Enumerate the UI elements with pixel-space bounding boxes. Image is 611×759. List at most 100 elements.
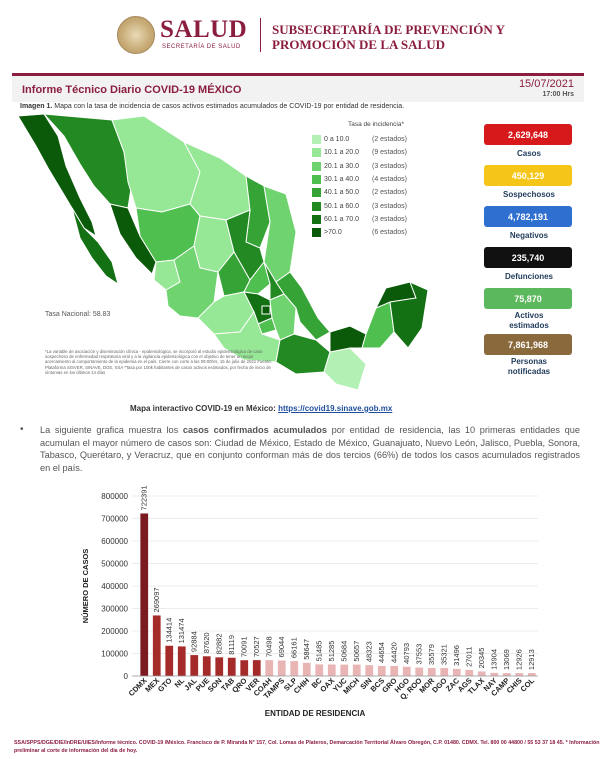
report-time: 17:00 Hrs [542, 91, 574, 98]
bar [477, 671, 486, 676]
bar [265, 660, 274, 676]
map-legend: Tasa de incidencia* 0 a 10.0 (2 estados) 1… [312, 121, 422, 239]
cases-bar-chart: 0 100000 200000 300000 400000 500000 600000 700… [81, 485, 538, 718]
map-link-label: Mapa interactivo COVID-19 en México: [130, 404, 276, 413]
data-label: 70498 [265, 636, 274, 657]
map-region-qroo [389, 281, 429, 349]
bar [465, 669, 474, 676]
stat-label: Negativos [509, 231, 549, 240]
report-title: Informe Técnico Diario COVID-19 MÉXICO [22, 84, 242, 96]
legend-range: 0 a 10.0 [324, 136, 350, 144]
map-link-line: Mapa interactivo COVID-19 en México: htt… [130, 404, 392, 413]
map-region-bc [17, 113, 97, 238]
legend-row: 20.1 a 30.0 (3 estados) [312, 160, 422, 173]
data-label: 58647 [302, 639, 311, 660]
y-tick-label: 200000 [101, 627, 128, 636]
legend-row: 40.1 a 50.0 (2 estados) [312, 186, 422, 199]
stat-value: 2,629,648 [484, 124, 572, 145]
legend-swatch [312, 161, 321, 171]
bar [165, 645, 174, 676]
map-notes: *La variable de asociación y diseminació… [45, 349, 272, 375]
brand-name: SALUD [160, 16, 248, 43]
report-date: 15/07/2021 [518, 78, 574, 90]
legend-row: 30.1 a 40.0 (4 estados) [312, 173, 422, 186]
bullet-dot: • [20, 424, 24, 435]
y-tick-label: 600000 [101, 537, 128, 546]
map-region-camp [361, 301, 395, 349]
y-tick-label: 0 [124, 672, 129, 681]
bar [177, 646, 186, 676]
bar [240, 660, 249, 676]
data-label: 27011 [465, 647, 474, 667]
legend-swatch [312, 175, 321, 185]
legend-range: 20.1 a 30.0 [324, 162, 360, 170]
bar [202, 656, 211, 676]
legend-title: Tasa de incidencia* [348, 121, 405, 128]
legend-count: (6 estados) [372, 229, 408, 237]
stat-label: Defunciones [504, 272, 553, 281]
data-label: 51285 [327, 641, 336, 662]
map-link-url[interactable]: https://covid19.sinave.gob.mx [278, 404, 393, 413]
data-label: 70527 [252, 636, 261, 657]
data-label: 50657 [352, 641, 361, 662]
stat-value: 450,129 [484, 165, 572, 186]
legend-swatch [312, 135, 321, 145]
legend-row: >70.0 (6 estados) [312, 226, 422, 239]
stat-value: 7,861,968 [484, 334, 572, 355]
map-region-cdmx [261, 305, 271, 315]
data-label: 40793 [402, 643, 411, 664]
map-region-tamps [263, 185, 297, 283]
legend-range: 50.1 a 60.0 [324, 202, 360, 210]
map-region-qro [243, 260, 271, 295]
bar [340, 664, 349, 676]
legend-range: 30.1 a 40.0 [324, 176, 360, 184]
map-region-bcs [71, 207, 119, 286]
bar [527, 673, 536, 676]
bar [365, 665, 374, 676]
data-label: 69044 [277, 637, 286, 658]
bar [327, 664, 336, 676]
x-tick-label: COL [519, 676, 537, 694]
data-label: 50684 [340, 641, 349, 662]
y-tick-label: 500000 [101, 560, 128, 569]
y-tick-label: 300000 [101, 605, 128, 614]
data-label: 87620 [202, 632, 211, 653]
bar [390, 666, 399, 676]
legend-swatch [312, 201, 321, 211]
data-label: 13069 [502, 649, 511, 670]
data-label: 722391 [140, 485, 149, 510]
legend-count: (2 estados) [372, 189, 408, 197]
legend-swatch [312, 148, 321, 158]
caption-label: Imagen 1. [20, 103, 53, 110]
bar [377, 665, 386, 676]
bar [215, 657, 224, 676]
x-tick-label: GTO [156, 676, 174, 694]
stat-value: 75,870 [484, 288, 572, 309]
map-region-ver [275, 271, 331, 341]
bar [452, 668, 461, 676]
data-label: 20345 [477, 648, 486, 669]
paragraph-pre: La siguiente grafica muestra los [40, 425, 183, 435]
bar [440, 668, 449, 676]
map-region-tab [329, 325, 367, 353]
stats-panel: 2,629,648 Casos 450,129 Sospechosos 4,782,19… [484, 124, 574, 380]
legend-row: 50.1 a 60.0 (3 estados) [312, 199, 422, 212]
map-region-chis [323, 347, 367, 391]
stat-value: 235,740 [484, 247, 572, 268]
data-label: 12913 [527, 649, 536, 670]
legend-row: 60.1 a 70.0 (3 estados) [312, 213, 422, 226]
y-tick-label: 700000 [101, 515, 128, 524]
data-label: 31496 [452, 645, 461, 666]
legend-swatch [312, 188, 321, 198]
data-label: 35321 [440, 644, 449, 665]
bar [277, 660, 286, 676]
bar [402, 666, 411, 676]
brand-subtitle: SECRETARÍA DE SALUD [162, 44, 241, 50]
stat-label: Activos estimados [509, 311, 549, 330]
data-label: 37553 [415, 644, 424, 665]
stat-value: 4,782,191 [484, 206, 572, 227]
legend-range: 10.1 a 20.0 [324, 149, 360, 157]
bar [227, 657, 236, 676]
bar [490, 672, 499, 676]
data-label: 44420 [390, 642, 399, 663]
